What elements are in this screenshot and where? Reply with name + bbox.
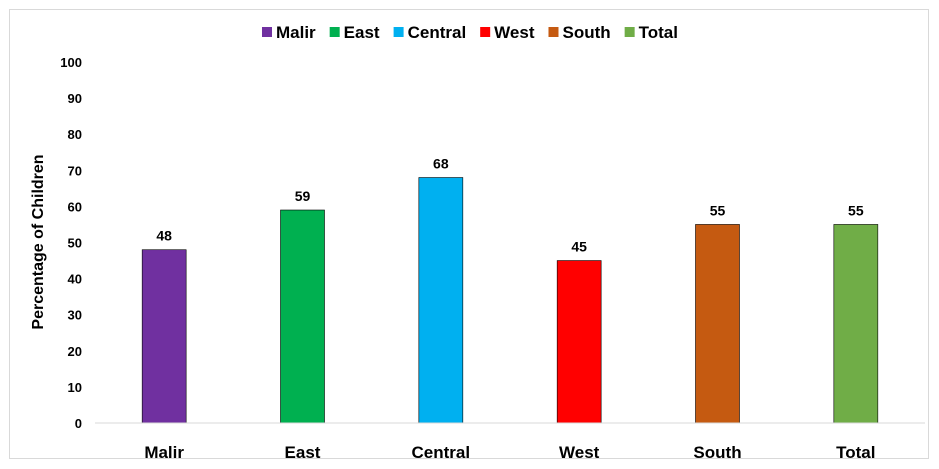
y-tick-label: 60 xyxy=(68,199,82,214)
data-label: 68 xyxy=(433,156,449,172)
data-labels: 48 59 68 45 55 55 xyxy=(156,156,863,255)
data-label: 48 xyxy=(156,228,172,244)
y-tick-label: 0 xyxy=(75,416,82,431)
legend-swatch xyxy=(393,27,404,37)
y-tick-label: 50 xyxy=(68,236,82,251)
bar-malir xyxy=(141,249,187,424)
x-tick-label: Central xyxy=(412,443,471,462)
bar-south xyxy=(695,224,740,424)
legend-swatch xyxy=(480,27,491,37)
bar-total xyxy=(833,224,879,424)
legend-label: East xyxy=(344,23,380,42)
data-label: 55 xyxy=(710,202,726,218)
y-tick-label: 30 xyxy=(68,308,82,323)
y-tick-label: 10 xyxy=(68,380,82,395)
legend-label: West xyxy=(494,23,535,42)
x-tick-label: Total xyxy=(836,443,875,462)
legend-swatch xyxy=(329,27,340,37)
legend: Malir East Central West South Total xyxy=(261,23,678,42)
bar-east xyxy=(280,209,325,424)
legend-label: Malir xyxy=(276,23,316,42)
y-axis-title: Percentage of Children xyxy=(30,154,47,329)
y-tick-label: 90 xyxy=(68,91,82,106)
bars xyxy=(141,177,879,424)
data-label: 55 xyxy=(848,202,864,218)
y-tick-label: 70 xyxy=(68,163,82,178)
legend-label: South xyxy=(562,23,610,42)
y-tick-label: 100 xyxy=(60,55,82,70)
y-tick-label: 40 xyxy=(68,272,82,287)
legend-label: Central xyxy=(408,23,467,42)
legend-swatch xyxy=(548,27,559,37)
legend-swatch xyxy=(624,27,635,37)
x-tick-label: West xyxy=(559,443,600,462)
y-axis-ticks: 0 10 20 30 40 50 60 70 80 90 100 xyxy=(60,55,82,431)
x-axis-labels: Malir East Central West South Total xyxy=(144,443,875,462)
y-tick-label: 20 xyxy=(68,344,82,359)
x-tick-label: South xyxy=(693,443,741,462)
y-tick-label: 80 xyxy=(68,127,82,142)
bar-central xyxy=(418,177,464,424)
x-tick-label: Malir xyxy=(144,443,184,462)
legend-label: Total xyxy=(639,23,678,42)
data-label: 45 xyxy=(571,239,587,255)
data-label: 59 xyxy=(295,188,311,204)
bar-west xyxy=(556,260,602,424)
legend-swatch xyxy=(261,27,272,37)
x-tick-label: East xyxy=(285,443,321,462)
